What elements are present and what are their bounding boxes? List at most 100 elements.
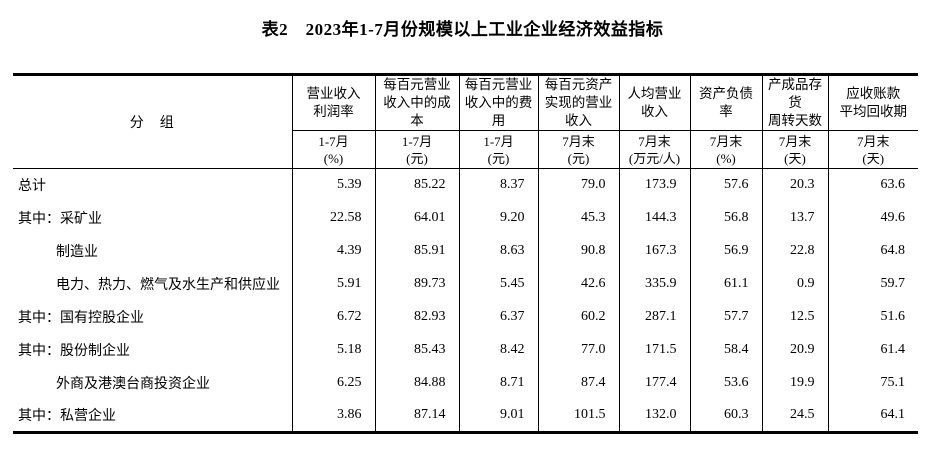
cell-value: 6.37 (458, 300, 538, 334)
cell-value: 56.8 (689, 201, 762, 235)
cell-value: 22.8 (761, 234, 828, 268)
row-label: 其中：股份制企业 (18, 344, 130, 359)
cell-value: 171.5 (618, 333, 690, 367)
cell-value: 64.8 (827, 234, 918, 268)
table-header: 分 组 营业收入 利润率 每百元营业 收入中的成 本 每百元营业 收入中的费 用… (13, 74, 918, 169)
table-row: 其中：股份制企业 5.18 85.43 8.42 77.0 171.5 58.4 20.9 61… (13, 333, 918, 367)
table-row: 其中：采矿业 22.58 64.01 9.20 45.3 144.3 56.8 13.7 49.… (13, 201, 918, 235)
cell-value: 6.25 (291, 366, 375, 400)
cell-value: 8.63 (458, 234, 538, 268)
cell-value: 5.18 (291, 333, 375, 367)
table-body: 总计 5.39 85.22 8.37 79.0 173.9 57.6 20.3 63.6 其中：采… (13, 168, 918, 433)
cell-value: 42.6 (537, 267, 619, 301)
cell-value: 59.7 (827, 267, 918, 301)
cell-value: 57.6 (689, 168, 762, 202)
cell-value: 0.9 (761, 267, 828, 301)
cell-value: 144.3 (618, 201, 690, 235)
cell-value: 22.58 (291, 201, 375, 235)
period-header-debt-ratio: 7月末 (%) (689, 130, 762, 169)
period-header-profit-rate: 1-7月 (%) (291, 130, 375, 169)
cell-value: 9.20 (458, 201, 538, 235)
cell-value: 132.0 (618, 399, 690, 433)
cell-value: 56.9 (689, 234, 762, 268)
cell-value: 287.1 (618, 300, 690, 334)
cell-value: 87.14 (374, 399, 459, 433)
row-label: 其中：采矿业 (18, 212, 102, 227)
column-header-expense-per-100: 每百元营业 收入中的费 用 (458, 74, 538, 131)
period-header-cost-per-100: 1-7月 (元) (374, 130, 459, 169)
cell-value: 167.3 (618, 234, 690, 268)
row-label: 其中：私营企业 (18, 409, 116, 425)
cell-value: 89.73 (374, 267, 459, 301)
row-label: 电力、热力、燃气及水生产和供应业 (56, 278, 280, 293)
table-row: 电力、热力、燃气及水生产和供应业 5.91 89.73 5.45 42.6 335.9 61… (13, 267, 918, 301)
cell-value: 5.91 (291, 267, 375, 301)
header-row-periods: 1-7月 (%) 1-7月 (元) 1-7月 (元) 7月末 (元) 7月末 (… (13, 130, 918, 169)
cell-value: 82.93 (374, 300, 459, 334)
period-header-receivables-period: 7月末 (天) (827, 130, 918, 169)
cell-value: 75.1 (827, 366, 918, 400)
cell-value: 51.6 (827, 300, 918, 334)
cell-value: 9.01 (458, 399, 538, 433)
cell-value: 87.4 (537, 366, 619, 400)
cell-value: 57.7 (689, 300, 762, 334)
header-row-indicators: 分 组 营业收入 利润率 每百元营业 收入中的成 本 每百元营业 收入中的费 用… (13, 74, 918, 169)
cell-value: 45.3 (537, 201, 619, 235)
cell-value: 63.6 (827, 168, 918, 202)
cell-value: 24.5 (761, 399, 828, 433)
period-header-inventory-turnover: 7月末 (天) (761, 130, 828, 169)
cell-value: 79.0 (537, 168, 619, 202)
cell-value: 173.9 (618, 168, 690, 202)
cell-value: 77.0 (537, 333, 619, 367)
column-header-profit-rate: 营业收入 利润率 (291, 74, 375, 131)
column-header-debt-ratio: 资产负债 率 (689, 74, 762, 131)
group-header: 分 组 (13, 74, 292, 169)
cell-value: 64.01 (374, 201, 459, 235)
cell-value: 8.71 (458, 366, 538, 400)
cell-value: 53.6 (689, 366, 762, 400)
period-header-revenue-per-capita: 7月末 (万元/人) (618, 130, 690, 169)
table-row: 其中：私营企业 3.86 87.14 9.01 101.5 132.0 60.3 24.5 64… (13, 399, 918, 433)
cell-value: 85.22 (374, 168, 459, 202)
cell-value: 20.9 (761, 333, 828, 367)
column-header-inventory-turnover: 产成品存 货 周转天数 (761, 74, 828, 131)
cell-value: 13.7 (761, 201, 828, 235)
cell-value: 61.1 (689, 267, 762, 301)
table-row: 总计 5.39 85.22 8.37 79.0 173.9 57.6 20.3 63.6 (13, 168, 918, 202)
cell-value: 8.37 (458, 168, 538, 202)
row-label: 制造业 (56, 245, 98, 260)
column-header-revenue-per-asset: 每百元资产 实现的营业 收入 (537, 74, 619, 131)
cell-value: 19.9 (761, 366, 828, 400)
column-header-receivables-period: 应收账款 平均回收期 (827, 74, 918, 131)
cell-value: 5.45 (458, 267, 538, 301)
cell-value: 58.4 (689, 333, 762, 367)
cell-value: 90.8 (537, 234, 619, 268)
table-row: 制造业 4.39 85.91 8.63 90.8 167.3 56.9 22.8 64.8 (13, 234, 918, 268)
cell-value: 4.39 (291, 234, 375, 268)
row-label: 其中：国有控股企业 (18, 311, 144, 326)
cell-value: 61.4 (827, 333, 918, 367)
row-label: 外商及港澳台商投资企业 (56, 377, 210, 392)
cell-value: 85.43 (374, 333, 459, 367)
table-row: 其中：国有控股企业 6.72 82.93 6.37 60.2 287.1 57.7 12.5 5… (13, 300, 918, 334)
period-header-revenue-per-asset: 7月末 (元) (537, 130, 619, 169)
cell-value: 8.42 (458, 333, 538, 367)
column-header-revenue-per-capita: 人均营业 收入 (618, 74, 690, 131)
cell-value: 12.5 (761, 300, 828, 334)
cell-value: 335.9 (618, 267, 690, 301)
page-title: 表2 2023年1-7月份规模以上工业企业经济效益指标 (261, 20, 664, 39)
cell-value: 84.88 (374, 366, 459, 400)
row-label: 总计 (18, 179, 46, 195)
cell-value: 5.39 (291, 168, 375, 202)
cell-value: 85.91 (374, 234, 459, 268)
period-header-expense-per-100: 1-7月 (元) (458, 130, 538, 169)
indicators-table: 分 组 营业收入 利润率 每百元营业 收入中的成 本 每百元营业 收入中的费 用… (13, 73, 918, 434)
column-header-cost-per-100: 每百元营业 收入中的成 本 (374, 74, 459, 131)
cell-value: 101.5 (537, 399, 619, 433)
cell-value: 60.2 (537, 300, 619, 334)
cell-value: 177.4 (618, 366, 690, 400)
cell-value: 6.72 (291, 300, 375, 334)
cell-value: 60.3 (689, 399, 762, 433)
cell-value: 20.3 (761, 168, 828, 202)
